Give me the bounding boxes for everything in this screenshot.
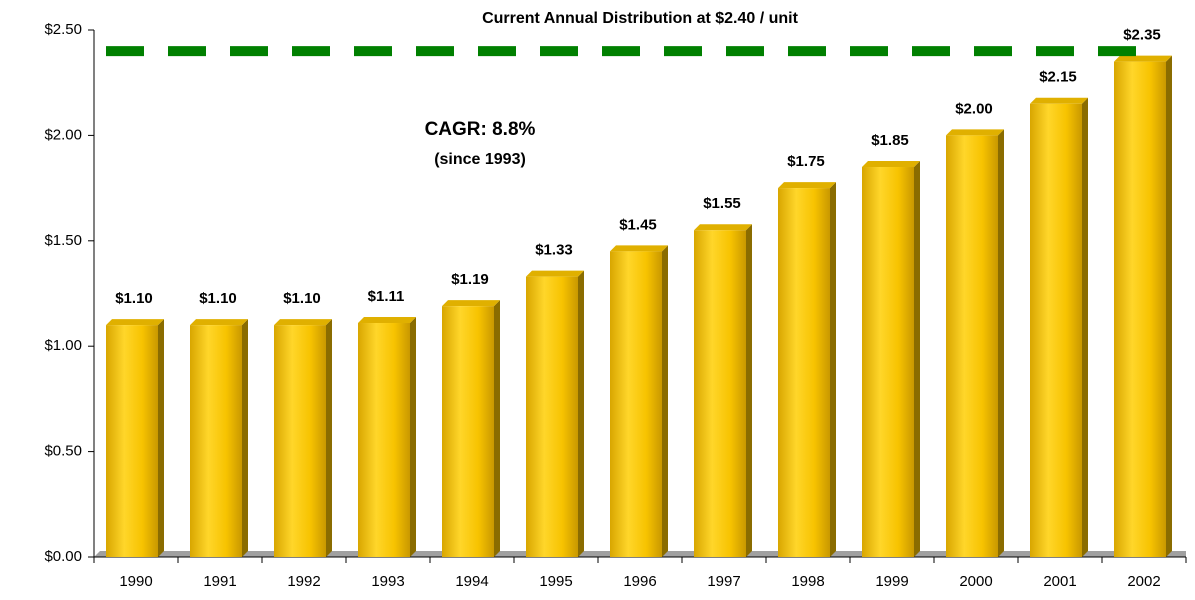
value-label: $2.00 [955,100,993,117]
y-tick-label: $2.50 [44,21,82,38]
bar-top [526,270,584,277]
bar [1030,103,1082,557]
y-tick-label: $0.00 [44,548,82,565]
x-tick-label: 1996 [623,573,656,590]
bar [610,251,662,557]
bar-top [862,161,920,168]
bar-side [158,319,164,557]
bar [694,230,746,557]
value-label: $1.10 [283,290,321,307]
value-label: $1.10 [199,290,237,307]
bar-top [610,245,668,252]
bar-top [274,319,332,326]
x-tick-label: 1994 [455,573,488,590]
value-label: $1.45 [619,216,657,233]
bar [1114,61,1166,558]
x-tick-label: 2000 [959,573,992,590]
y-tick-label: $1.00 [44,337,82,354]
bar [190,325,242,557]
value-label: $1.33 [535,242,573,259]
x-tick-label: 1990 [119,573,152,590]
value-label: $2.15 [1039,69,1077,86]
bar-side [662,245,668,557]
bar [274,325,326,557]
value-label: $1.10 [115,290,153,307]
value-label: $1.85 [871,132,909,149]
bar [946,135,998,557]
value-label: $1.11 [368,288,405,305]
bar [862,167,914,557]
y-tick-label: $2.00 [44,126,82,143]
bar [442,306,494,557]
bar-side [746,224,752,557]
bar-side [410,317,416,557]
bar-top [946,129,1004,136]
y-tick-label: $1.50 [44,232,82,249]
x-tick-label: 1991 [203,573,236,590]
bar-top [358,317,416,324]
x-tick-label: 1995 [539,573,572,590]
y-tick-label: $0.50 [44,443,82,460]
bar-side [242,319,248,557]
annotation: CAGR: 8.8% [425,119,536,140]
bar-top [106,319,164,326]
bar [778,188,830,557]
x-tick-label: 1998 [791,573,824,590]
bar-top [778,182,836,189]
value-label: $1.75 [787,153,825,170]
value-label: $2.35 [1123,27,1161,44]
bar-top [1030,97,1088,104]
bar-side [830,182,836,557]
bar-top [694,224,752,231]
reference-label: Current Annual Distribution at $2.40 / u… [482,10,799,27]
bar-top [442,300,500,307]
bar-top [1114,55,1172,62]
x-tick-label: 1993 [371,573,404,590]
value-label: $1.55 [703,195,741,212]
bar [106,325,158,557]
bar [526,276,578,557]
value-label: $1.19 [451,271,489,288]
x-tick-label: 2001 [1043,573,1076,590]
bar-side [494,300,500,557]
annotation: (since 1993) [434,151,526,168]
x-tick-label: 1999 [875,573,908,590]
bar-side [578,270,584,557]
bar-side [326,319,332,557]
x-tick-label: 1997 [707,573,740,590]
x-tick-label: 1992 [287,573,320,590]
bar-top [190,319,248,326]
bar-side [914,161,920,557]
bar-side [1166,55,1172,558]
bar [358,323,410,557]
bar-side [998,129,1004,557]
bar-side [1082,97,1088,557]
x-tick-label: 2002 [1127,573,1160,590]
